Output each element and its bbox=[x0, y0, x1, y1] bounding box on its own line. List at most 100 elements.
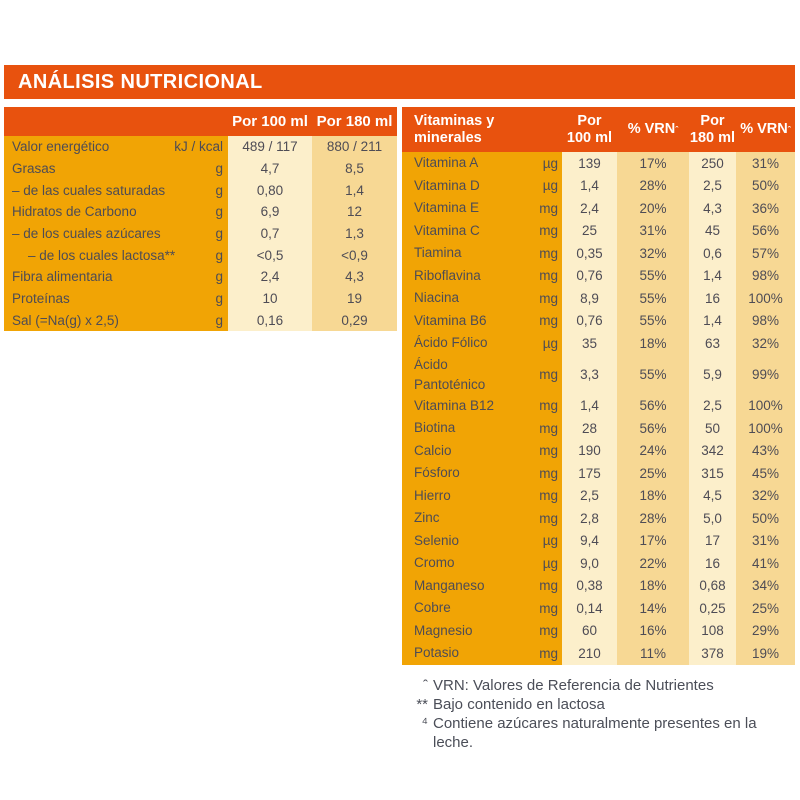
table-row: – de las cuales saturadas g 0,80 1,4 bbox=[4, 179, 397, 202]
nutrient-label: – de los cuales azúcares bbox=[12, 226, 161, 242]
table-row: Hidratos de Carbono g 6,9 12 bbox=[4, 201, 397, 223]
value-per-100ml: 9,0 bbox=[562, 552, 617, 575]
nutrient-unit: g bbox=[215, 247, 223, 263]
value-per-100ml: 2,4 bbox=[562, 197, 617, 220]
table-row: Cobre mg 0,14 14% 0,25 25% bbox=[402, 597, 795, 620]
nutrient-unit: mg bbox=[539, 398, 558, 414]
nutrient-unit: mg bbox=[539, 578, 558, 594]
nutrient-label: Cromo bbox=[414, 555, 455, 571]
nutrient-label: Magnesio bbox=[414, 622, 473, 638]
vrn-per-100ml: 25% bbox=[617, 462, 689, 485]
header-vitamins-minerals: Vitaminas y minerales bbox=[414, 112, 495, 146]
value-per-100ml: 0,38 bbox=[562, 574, 617, 597]
table-row: Vitamina B6 mg 0,76 55% 1,4 98% bbox=[402, 309, 795, 332]
nutrient-label: Biotina bbox=[414, 420, 456, 436]
table-row: Biotina mg 28 56% 50 100% bbox=[402, 417, 795, 440]
vrn-per-100ml: 55% bbox=[617, 354, 689, 395]
value-per-100ml: 6,9 bbox=[228, 201, 312, 223]
vrn-per-100ml: 16% bbox=[617, 619, 689, 642]
value-per-180ml: 5,9 bbox=[689, 354, 736, 395]
nutrient-label: Tiamina bbox=[414, 245, 462, 261]
value-per-180ml: 50 bbox=[689, 417, 736, 440]
header-per-180ml: Por 180 ml bbox=[316, 113, 393, 130]
macronutrients-table-body: Valor energético kJ / kcal 489 / 117 880 / … bbox=[4, 136, 397, 332]
value-per-100ml: 4,7 bbox=[228, 157, 312, 180]
nutrient-unit: µg bbox=[542, 155, 558, 171]
vrn-per-180ml: 57% bbox=[736, 242, 795, 265]
value-per-180ml: 0,29 bbox=[312, 309, 397, 332]
table-row: Manganeso mg 0,38 18% 0,68 34% bbox=[402, 574, 795, 597]
value-per-180ml: 342 bbox=[689, 439, 736, 462]
value-per-100ml: 60 bbox=[562, 619, 617, 642]
value-per-180ml: 0,25 bbox=[689, 597, 736, 620]
vrn-per-180ml: 32% bbox=[736, 332, 795, 355]
value-per-180ml: 1,4 bbox=[689, 264, 736, 287]
vrn-per-100ml: 22% bbox=[617, 552, 689, 575]
table-row: Grasas g 4,7 8,5 bbox=[4, 157, 397, 180]
vrn-per-100ml: 18% bbox=[617, 484, 689, 507]
vrn-per-100ml: 14% bbox=[617, 597, 689, 620]
value-per-100ml: 0,76 bbox=[562, 309, 617, 332]
value-per-180ml: 4,3 bbox=[312, 266, 397, 288]
value-per-180ml: 1,3 bbox=[312, 222, 397, 245]
value-per-100ml: 25 bbox=[562, 219, 617, 242]
footnote-line: ** Bajo contenido en lactosa bbox=[402, 695, 794, 714]
value-per-180ml: 16 bbox=[689, 287, 736, 310]
value-per-100ml: 0,16 bbox=[228, 309, 312, 332]
nutrient-unit: mg bbox=[539, 645, 558, 661]
vrn-per-100ml: 18% bbox=[617, 574, 689, 597]
nutrient-unit: mg bbox=[539, 313, 558, 329]
value-per-180ml: 2,5 bbox=[689, 174, 736, 197]
value-per-180ml: 8,5 bbox=[312, 157, 397, 180]
nutrient-label: Riboflavina bbox=[414, 267, 481, 283]
value-per-180ml: 315 bbox=[689, 462, 736, 485]
vrn-per-180ml: 32% bbox=[736, 484, 795, 507]
nutrient-label: Fibra alimentaria bbox=[12, 269, 113, 285]
footnote-marker: ⁴ bbox=[421, 715, 428, 732]
vrn-per-180ml: 43% bbox=[736, 439, 795, 462]
vrn-per-100ml: 56% bbox=[617, 417, 689, 440]
vrn-per-100ml: 24% bbox=[617, 439, 689, 462]
table-row: Ácido Fólico µg 35 18% 63 32% bbox=[402, 332, 795, 355]
vrn-per-180ml: 36% bbox=[736, 197, 795, 220]
vrn-label: % VRN bbox=[627, 121, 676, 137]
vrn-per-180ml: 100% bbox=[736, 417, 795, 440]
nutrient-label: Manganeso bbox=[414, 577, 485, 593]
nutrient-unit: mg bbox=[539, 443, 558, 459]
table-row: Hierro mg 2,5 18% 4,5 32% bbox=[402, 484, 795, 507]
value-per-100ml: 28 bbox=[562, 417, 617, 440]
nutrient-label: Vitamina B12 bbox=[414, 397, 495, 413]
value-per-180ml: 0,6 bbox=[689, 242, 736, 265]
value-per-180ml: 5,0 bbox=[689, 507, 736, 530]
vrn-per-100ml: 28% bbox=[617, 507, 689, 530]
vitamins-table-header: Vitaminas y minerales Por 100 ml % VRN ˆ … bbox=[402, 107, 795, 152]
value-per-180ml: 45 bbox=[689, 219, 736, 242]
header-per-100ml: Por 100 ml bbox=[232, 113, 308, 130]
footnote-line: ˆ VRN: Valores de Referencia de Nutriente… bbox=[402, 676, 794, 695]
vrn-per-100ml: 28% bbox=[617, 174, 689, 197]
vrn-label: % VRN bbox=[740, 121, 788, 137]
table-row: – de los cuales lactosa** g <0,5 <0,9 bbox=[4, 244, 397, 267]
value-per-100ml: 139 bbox=[562, 152, 617, 175]
nutrient-unit: g bbox=[215, 269, 223, 285]
value-per-180ml: 1,4 bbox=[689, 309, 736, 332]
table-row: Selenio µg 9,4 17% 17 31% bbox=[402, 529, 795, 552]
nutrient-unit: g bbox=[215, 312, 223, 328]
value-per-180ml: 12 bbox=[312, 201, 397, 223]
table-row: Niacina mg 8,9 55% 16 100% bbox=[402, 287, 795, 310]
nutrient-unit: mg bbox=[539, 510, 558, 526]
nutrient-label: Vitamina A bbox=[414, 155, 479, 171]
nutrient-unit: µg bbox=[542, 533, 558, 549]
vrn-per-180ml: 56% bbox=[736, 219, 795, 242]
table-row: Valor energético kJ / kcal 489 / 117 880 / … bbox=[4, 136, 397, 158]
value-per-180ml: 19 bbox=[312, 287, 397, 310]
nutrient-label: Calcio bbox=[414, 442, 452, 458]
table-row: Riboflavina mg 0,76 55% 1,4 98% bbox=[402, 264, 795, 287]
vrn-per-100ml: 56% bbox=[617, 394, 689, 417]
nutrient-unit: g bbox=[215, 226, 223, 242]
nutrient-unit: mg bbox=[539, 223, 558, 239]
vrn-per-180ml: 31% bbox=[736, 152, 795, 175]
table-row: Proteínas g 10 19 bbox=[4, 287, 397, 310]
table-row: Vitamina E mg 2,4 20% 4,3 36% bbox=[402, 197, 795, 220]
vrn-per-100ml: 17% bbox=[617, 529, 689, 552]
